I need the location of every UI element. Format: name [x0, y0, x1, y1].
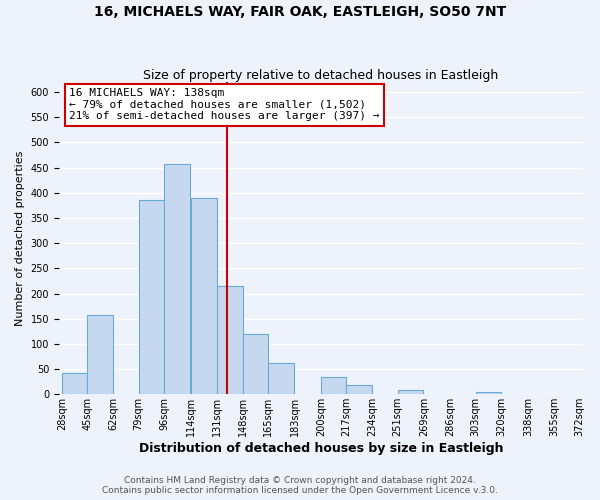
X-axis label: Distribution of detached houses by size in Eastleigh: Distribution of detached houses by size …	[139, 442, 503, 455]
Bar	[321, 376, 346, 394]
Bar	[139, 200, 164, 394]
Bar	[217, 286, 242, 395]
Bar	[398, 390, 423, 394]
Bar	[62, 373, 88, 394]
Bar	[242, 334, 268, 394]
Bar	[191, 198, 217, 394]
Title: Size of property relative to detached houses in Eastleigh: Size of property relative to detached ho…	[143, 69, 499, 82]
Y-axis label: Number of detached properties: Number of detached properties	[15, 150, 25, 326]
Bar	[346, 385, 372, 394]
Bar	[164, 164, 190, 394]
Bar	[476, 392, 502, 394]
Bar	[268, 363, 293, 394]
Text: 16 MICHAELS WAY: 138sqm
← 79% of detached houses are smaller (1,502)
21% of semi: 16 MICHAELS WAY: 138sqm ← 79% of detache…	[70, 88, 380, 122]
Text: 16, MICHAELS WAY, FAIR OAK, EASTLEIGH, SO50 7NT: 16, MICHAELS WAY, FAIR OAK, EASTLEIGH, S…	[94, 5, 506, 19]
Text: Contains HM Land Registry data © Crown copyright and database right 2024.
Contai: Contains HM Land Registry data © Crown c…	[102, 476, 498, 495]
Bar	[88, 314, 113, 394]
